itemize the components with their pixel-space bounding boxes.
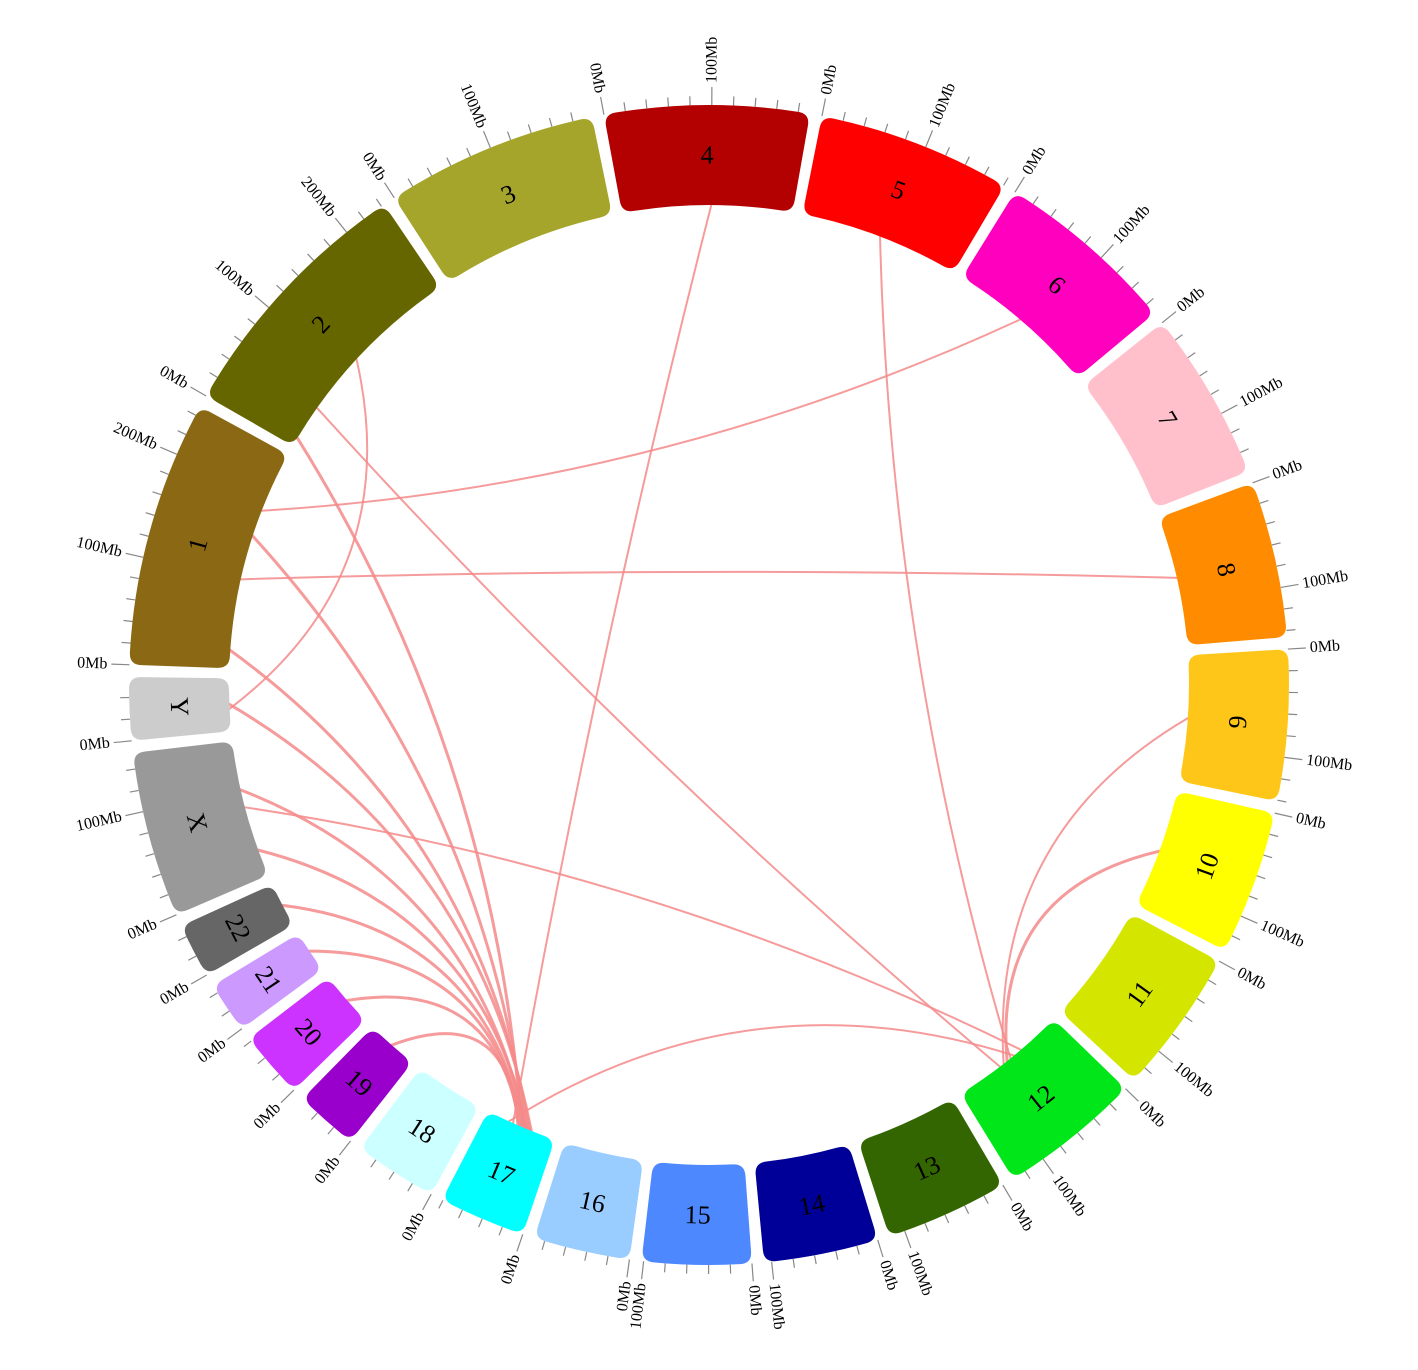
tick-minor — [122, 642, 131, 643]
tick-minor — [665, 1263, 666, 1272]
tick-minor — [1287, 736, 1296, 737]
chromosome-label: 4 — [701, 140, 714, 169]
tick-label: 0Mb — [1309, 637, 1340, 656]
tick-label: 100Mb — [703, 37, 720, 83]
tick-minor — [755, 98, 756, 107]
chromosome-label: Y — [165, 697, 195, 717]
tick-minor — [668, 97, 669, 106]
tick-minor — [121, 719, 130, 720]
circos-diagram: 12345678910111213141516171819202122XY0Mb… — [0, 0, 1418, 1370]
chromosome-label: 9 — [1223, 715, 1253, 730]
tick-label: 0Mb — [745, 1285, 764, 1316]
tick-label: 0Mb — [79, 734, 111, 754]
chromosome-label: 15 — [684, 1200, 711, 1230]
tick-minor — [1286, 630, 1295, 631]
tick-major — [111, 664, 129, 665]
chromosome-label: 14 — [796, 1188, 827, 1221]
tick-label: 0Mb — [77, 654, 108, 672]
